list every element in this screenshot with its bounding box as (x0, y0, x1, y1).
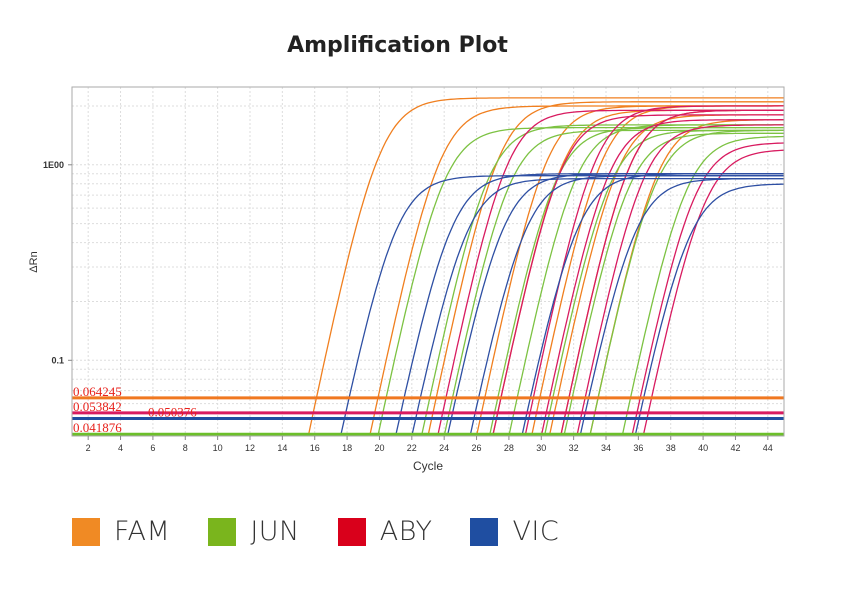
x-tick-label: 36 (633, 443, 643, 453)
x-tick-label: 14 (277, 443, 287, 453)
curve-vic (634, 183, 784, 436)
x-tick-label: 6 (150, 443, 155, 453)
axes: 2 4 6 8 10 12 14 16 18 20 22 24 26 28 30 32 34 36 38 40 42 44… (43, 160, 773, 453)
x-tick-label: 40 (698, 443, 708, 453)
legend-label: VIC (512, 516, 560, 547)
curve-jun (488, 126, 784, 436)
curve-fam (589, 119, 784, 436)
threshold-label: 0.050376 (148, 405, 197, 420)
grid (72, 87, 784, 436)
curve-jun (420, 124, 784, 436)
curve-aby (631, 142, 784, 436)
curve-fam (307, 97, 784, 436)
legend-swatch (470, 517, 499, 546)
legend-swatch (72, 517, 100, 546)
curve-vic (394, 173, 784, 436)
legend-swatch (337, 517, 366, 546)
y-tick-label: 1E00 (43, 160, 64, 170)
threshold-label: 0.041876 (73, 420, 122, 435)
curve-fam (560, 109, 784, 436)
curve-vic (469, 175, 784, 436)
curve-aby (642, 149, 784, 436)
x-tick-label: 8 (183, 443, 188, 453)
x-tick-label: 44 (763, 443, 773, 453)
curve-fam (530, 105, 784, 436)
x-tick-label: 2 (86, 443, 91, 453)
x-tick-label: 24 (439, 443, 449, 453)
curve-jun (543, 129, 784, 436)
x-tick-label: 26 (472, 443, 482, 453)
plot-frame (71, 86, 785, 437)
curve-fam (492, 109, 784, 436)
curve-vic (411, 177, 784, 436)
curve-jun (377, 126, 784, 436)
legend-item-jun: JUN (208, 516, 299, 547)
legend-label: JUN (250, 516, 300, 547)
chart-title: Amplification Plot (287, 33, 508, 58)
curve-jun (621, 135, 784, 436)
x-tick-label: 22 (407, 443, 417, 453)
curve-vic (579, 177, 784, 436)
x-tick-label: 20 (374, 443, 384, 453)
x-axis-label: Cycle (413, 459, 443, 473)
x-tick-label: 38 (666, 443, 676, 453)
curve-jun (563, 132, 784, 436)
x-tick-label: 28 (504, 443, 514, 453)
x-tick-label: 10 (213, 443, 223, 453)
threshold-label: 0.064245 (73, 384, 122, 399)
curve-aby (560, 109, 784, 436)
legend-item-vic: VIC (470, 516, 559, 547)
curve-aby (437, 109, 784, 436)
x-tick-label: 12 (245, 443, 255, 453)
curve-aby (492, 114, 784, 436)
x-tick-label: 42 (730, 443, 740, 453)
curve-jun (589, 129, 784, 436)
legend: FAM JUN ABY VIC (72, 516, 597, 547)
x-tick-label: 34 (601, 443, 611, 453)
x-tick-label: 30 (536, 443, 546, 453)
x-tick-label: 32 (569, 443, 579, 453)
curve-jun (508, 124, 784, 436)
y-axis-label: ΔRn (28, 251, 40, 272)
curve-aby (524, 105, 784, 436)
curve-aby (540, 119, 784, 436)
legend-swatch (208, 517, 237, 546)
curve-fam (548, 114, 784, 436)
legend-item-aby: ABY (337, 516, 433, 547)
x-tick-label: 16 (310, 443, 320, 453)
x-tick-label: 4 (118, 443, 123, 453)
legend-item-fam: FAM (72, 516, 170, 547)
legend-label: FAM (114, 516, 171, 547)
curve-vic (521, 173, 784, 436)
x-tick-label: 18 (342, 443, 352, 453)
curves (307, 97, 784, 436)
curve-vic (446, 173, 784, 436)
curve-fam (427, 101, 784, 436)
curve-jun (443, 129, 784, 436)
curve-fam (475, 105, 784, 436)
threshold-label: 0.053842 (73, 399, 122, 414)
y-tick-label: 0.1 (51, 355, 64, 365)
curve-aby (576, 124, 784, 436)
legend-label: ABY (379, 516, 433, 547)
